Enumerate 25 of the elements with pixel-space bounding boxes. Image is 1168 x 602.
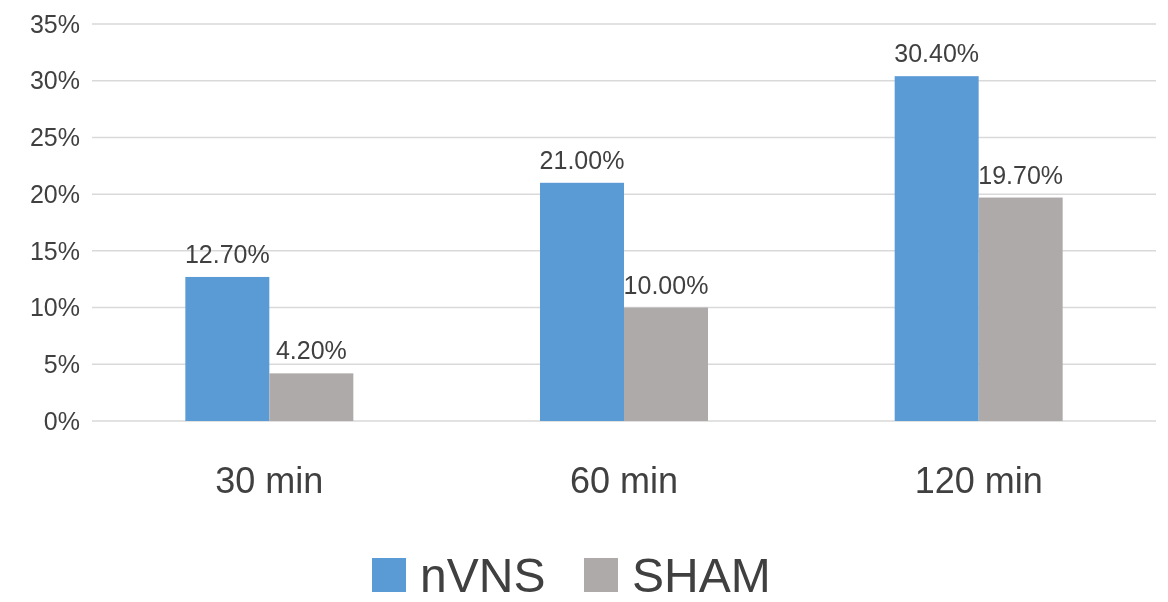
y-tick-label: 0%: [43, 406, 80, 435]
bar: [894, 76, 979, 421]
y-tick-label: 25%: [29, 123, 80, 152]
y-tick-label: 35%: [29, 9, 80, 38]
bar: [624, 307, 708, 421]
y-tick-label: 20%: [29, 179, 80, 208]
data-label: 21.00%: [539, 145, 625, 174]
y-tick-label: 15%: [29, 236, 80, 265]
x-tick-label: 60 min: [569, 460, 679, 501]
legend-label: nVNS: [420, 549, 546, 602]
bar: [978, 197, 1063, 421]
bar: [540, 182, 624, 421]
x-tick-label: 120 min: [914, 460, 1043, 501]
y-tick-label: 30%: [29, 66, 80, 95]
data-label: 12.70%: [184, 239, 270, 268]
bar: [185, 276, 270, 421]
data-label: 10.00%: [623, 270, 709, 299]
bar: [269, 373, 354, 421]
data-label: 30.40%: [894, 39, 980, 68]
legend-label: SHAM: [632, 549, 771, 602]
data-label: 4.20%: [275, 336, 347, 365]
y-tick-label: 10%: [29, 293, 80, 322]
y-tick-label: 5%: [43, 350, 80, 379]
data-label: 19.70%: [978, 160, 1064, 189]
x-tick-label: 30 min: [215, 460, 324, 501]
